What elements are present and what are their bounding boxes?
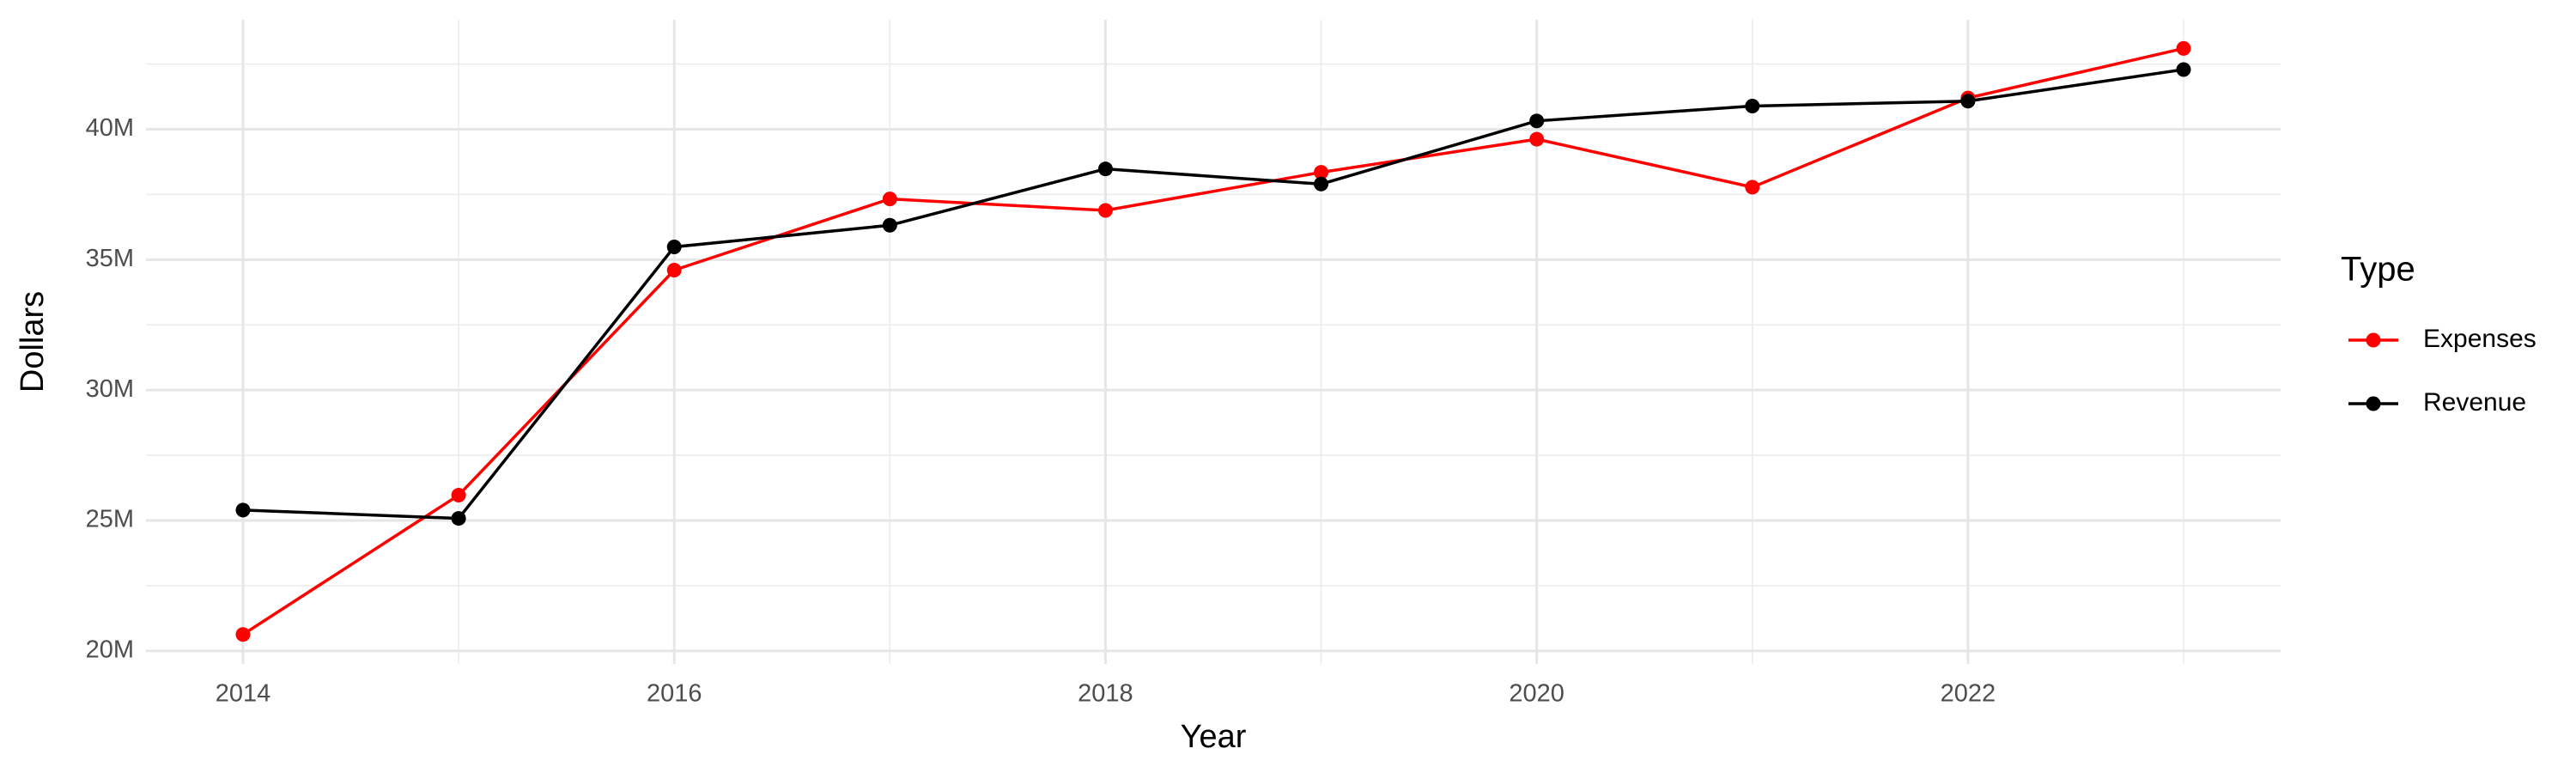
legend-label: Revenue	[2423, 388, 2526, 417]
legend-marker	[2366, 332, 2381, 348]
data-point	[1960, 94, 1976, 109]
data-point	[1529, 131, 1545, 147]
data-point	[1314, 165, 1329, 180]
data-point	[1745, 180, 1760, 195]
data-point	[882, 217, 897, 233]
x-tick-label: 2018	[1078, 680, 1133, 708]
data-point	[666, 239, 682, 254]
series-line	[242, 46, 2184, 636]
y-tick-label: 35M	[86, 245, 134, 272]
data-point	[451, 488, 466, 503]
y-tick-label: 20M	[86, 636, 134, 663]
data-point	[1097, 203, 1113, 218]
y-tick-label: 40M	[86, 114, 134, 142]
data-point	[882, 192, 897, 207]
legend-label: Expenses	[2423, 325, 2537, 353]
x-tick-label: 2014	[216, 680, 271, 708]
series-line	[242, 68, 2184, 520]
data-point	[235, 627, 251, 642]
x-tick-label: 2016	[647, 680, 702, 708]
legend-marker	[2366, 396, 2381, 411]
data-point	[1097, 161, 1113, 177]
y-tick-label: 25M	[86, 506, 134, 533]
y-tick-label: 30M	[86, 375, 134, 403]
data-point	[2176, 62, 2191, 77]
data-point	[235, 502, 251, 518]
legend-title: Type	[2341, 251, 2415, 289]
y-axis-title: Dollars	[15, 291, 51, 393]
data-point	[1745, 99, 1760, 114]
x-tick-label: 2022	[1941, 680, 1996, 708]
x-axis-title: Year	[1181, 719, 1247, 755]
data-point	[1314, 176, 1329, 192]
data-point	[451, 511, 466, 526]
data-point	[2176, 40, 2191, 56]
data-point	[666, 262, 682, 277]
data-point	[1529, 113, 1545, 129]
x-tick-label: 2020	[1509, 680, 1564, 708]
